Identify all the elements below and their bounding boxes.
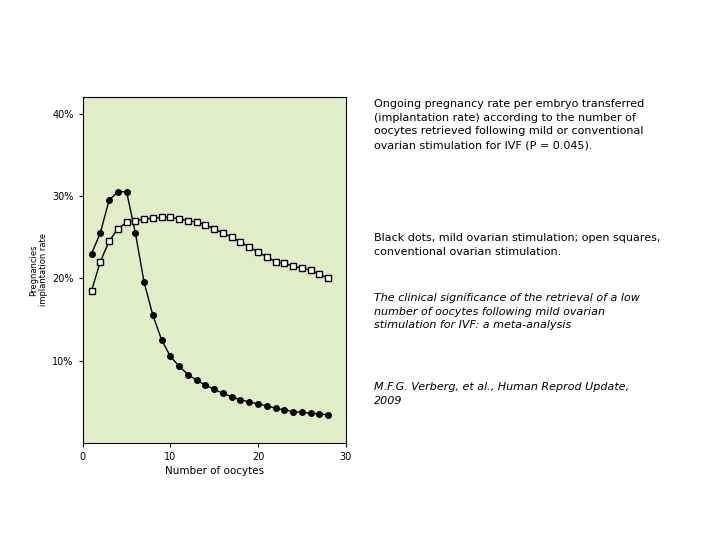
Text: The clinical significance of the retrieval of a low
number of oocytes following : The clinical significance of the retriev…: [374, 293, 640, 330]
Y-axis label: Pregnancies
implantation rate: Pregnancies implantation rate: [29, 233, 48, 307]
Text: Mild vs Standart: Mild vs Standart: [218, 32, 502, 61]
Text: M.F.G. Verberg, et al., Human Reprod Update,
2009: M.F.G. Verberg, et al., Human Reprod Upd…: [374, 382, 629, 406]
Text: Black dots, mild ovarian stimulation; open squares,
conventional ovarian stimula: Black dots, mild ovarian stimulation; op…: [374, 233, 661, 257]
X-axis label: Number of oocytes: Number of oocytes: [165, 466, 264, 476]
Text: Ongoing pregnancy rate per embryo transferred
(implantation rate) according to t: Ongoing pregnancy rate per embryo transf…: [374, 99, 644, 150]
